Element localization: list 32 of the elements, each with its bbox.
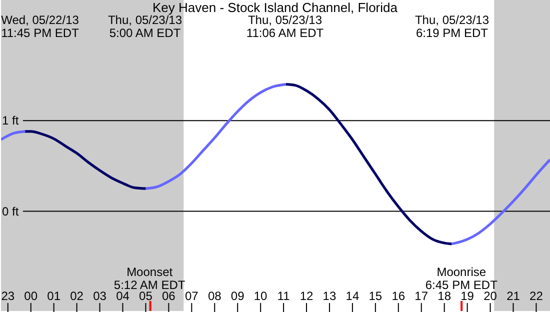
- x-tick-label: 11: [277, 289, 290, 303]
- y-tick-label: 1 ft: [2, 114, 20, 128]
- y-tick-label: 0 ft: [2, 204, 20, 218]
- x-tick-label: 02: [70, 289, 84, 303]
- x-tick-label: 23: [1, 289, 15, 303]
- x-tick-label: 22: [530, 289, 544, 303]
- x-tick-label: 20: [484, 289, 498, 303]
- x-tick-label: 00: [24, 289, 38, 303]
- x-tick-label: 09: [230, 289, 245, 303]
- x-tick-label: 06: [162, 289, 176, 303]
- x-tick-label: 13: [322, 289, 336, 303]
- chart-title: Key Haven - Stock Island Channel, Florida: [152, 0, 398, 15]
- x-tick-label: 18: [438, 289, 452, 303]
- x-tick-label: 16: [392, 289, 406, 303]
- x-tick-label: 21: [506, 289, 520, 303]
- x-tick-label: 03: [93, 289, 107, 303]
- x-tick-label: 05: [139, 289, 153, 303]
- x-tick-label: 15: [368, 289, 382, 303]
- x-tick-label: 10: [254, 289, 268, 303]
- x-tick-label: 12: [300, 289, 314, 303]
- x-tick-label: 04: [116, 289, 130, 303]
- x-tick-label: 01: [47, 289, 61, 303]
- ref-line-label: Moonrise 6:45 PM EDT: [425, 265, 498, 292]
- x-tick-label: 14: [346, 289, 360, 303]
- annotation: Wed, 05/22/13 11:45 PM EDT: [1, 13, 79, 40]
- annotation: Thu, 05/23/13 6:19 PM EDT: [414, 13, 490, 40]
- ref-line-label: Moonset 5:12 AM EDT: [114, 265, 186, 292]
- x-tick-label: 19: [460, 289, 474, 303]
- x-tick-label: 17: [414, 289, 428, 303]
- x-tick-label: 07: [184, 289, 199, 303]
- x-tick-label: 08: [208, 289, 222, 303]
- annotation: Thu, 05/23/13 11:06 AM EDT: [246, 13, 324, 40]
